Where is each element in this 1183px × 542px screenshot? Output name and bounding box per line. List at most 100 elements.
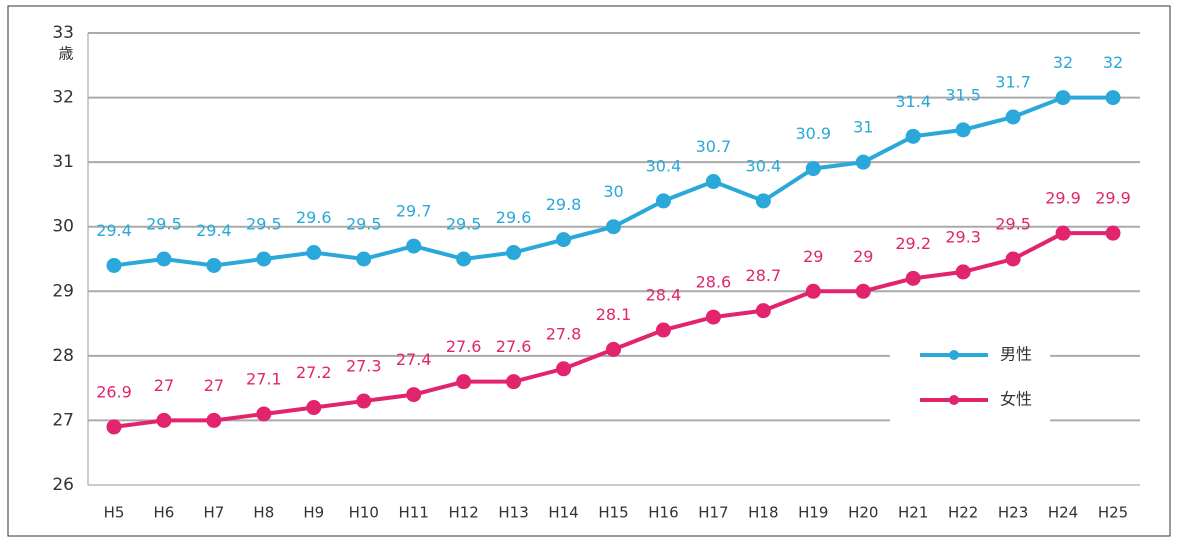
data-label: 29.7 [396,202,432,221]
point [805,161,821,177]
point [855,154,871,170]
data-label: 31.4 [895,92,931,111]
point [1105,225,1121,241]
point [1005,251,1021,267]
point [356,393,372,409]
y-tick-label: 27 [52,410,74,430]
x-tick-label: H11 [399,504,429,522]
point [905,270,921,286]
point [106,419,122,435]
data-label: 27.3 [346,357,382,376]
y-tick-label: 33 [52,23,74,43]
point [106,257,122,273]
x-tick-label: H16 [648,504,678,522]
point [206,257,222,273]
data-label: 27.4 [396,350,432,369]
x-tick-label: H15 [598,504,628,522]
data-label: 31.5 [945,85,981,104]
point [256,251,272,267]
legend-label: 女性 [1000,390,1032,409]
y-tick-label: 31 [52,152,74,172]
data-label: 29 [853,247,873,266]
x-tick-label: H24 [1048,504,1078,522]
data-label: 27 [154,376,174,395]
x-tick-label: H14 [548,504,578,522]
data-label: 29.5 [146,215,182,234]
point [905,128,921,144]
data-label: 30.4 [746,156,782,175]
data-label: 29.5 [995,215,1031,234]
point [256,406,272,422]
x-tick-label: H10 [349,504,379,522]
y-tick-label: 29 [52,281,74,301]
point [705,309,721,325]
point [855,283,871,299]
point [456,374,472,390]
data-label: 31 [853,118,873,137]
data-label: 30.4 [646,156,682,175]
point [556,361,572,377]
point [655,193,671,209]
legend-marker [949,350,959,360]
data-label: 29.5 [446,215,482,234]
data-label: 29 [803,247,823,266]
point [306,400,322,416]
point [655,322,671,338]
point [805,283,821,299]
x-tick-label: H13 [498,504,528,522]
data-label: 27.2 [296,363,332,382]
data-label: 29.4 [96,221,132,240]
data-label: 28.6 [696,273,732,292]
data-label: 29.8 [546,195,582,214]
x-tick-label: H17 [698,504,728,522]
data-label: 32 [1053,53,1073,72]
point [556,232,572,248]
x-tick-label: H7 [203,504,224,522]
point [755,303,771,319]
y-tick-label: 30 [52,217,74,237]
data-label: 27.8 [546,324,582,343]
data-label: 29.6 [296,208,332,227]
point [705,174,721,190]
point [356,251,372,267]
legend-label: 男性 [1000,345,1032,364]
x-tick-label: H5 [104,504,125,522]
data-label: 29.9 [1095,189,1131,208]
point [156,251,172,267]
frame [7,5,1171,537]
y-unit: 歳 [58,45,73,63]
x-tick-label: H8 [253,504,274,522]
data-label: 27 [204,376,224,395]
legend-box [890,330,1050,425]
data-label: 29.5 [346,215,382,234]
y-tick-label: 32 [52,88,74,108]
data-label: 27.6 [496,337,532,356]
point [606,341,621,357]
point [456,251,472,267]
point [506,245,522,261]
data-label: 29.9 [1045,189,1081,208]
x-tick-label: H18 [748,504,778,522]
x-tick-label: H9 [303,504,324,522]
point [206,412,222,428]
x-tick-label: H19 [798,504,828,522]
x-tick-label: H6 [154,504,175,522]
data-label: 30.7 [696,137,732,156]
point [1055,90,1071,106]
point [306,245,322,261]
data-label: 28.4 [646,286,682,305]
data-label: 29.5 [246,215,282,234]
legend-marker [949,395,959,405]
x-tick-label: H20 [848,504,878,522]
data-label: 29.6 [496,208,532,227]
point [1055,225,1071,241]
data-label: 28.7 [746,266,782,285]
point [506,374,522,390]
x-tick-label: H25 [1098,504,1128,522]
data-label: 27.6 [446,337,482,356]
x-tick-label: H22 [948,504,978,522]
x-tick-label: H12 [448,504,478,522]
point [406,238,422,254]
point [1105,90,1121,106]
